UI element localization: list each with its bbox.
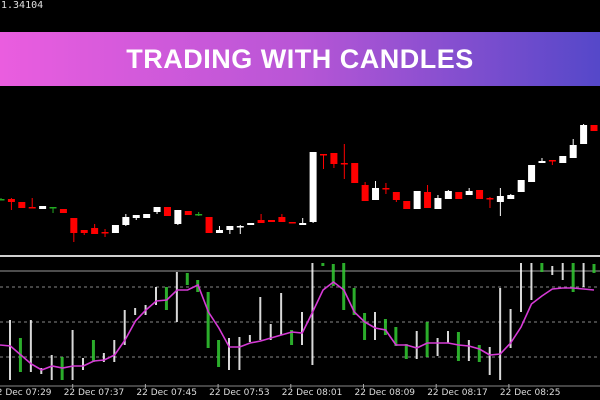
candle-body <box>80 230 88 233</box>
candle-body <box>70 218 78 233</box>
candle-body <box>538 161 546 163</box>
candle-body <box>424 192 432 208</box>
candle-body <box>143 214 151 218</box>
candle-body <box>444 191 452 199</box>
candle-body <box>267 220 275 222</box>
candle-body <box>569 145 577 158</box>
candle-body <box>361 185 369 201</box>
candle-body <box>0 199 5 201</box>
candle-body <box>59 209 67 213</box>
candle-body <box>278 217 286 222</box>
candle-body <box>49 207 57 209</box>
candle-body <box>517 180 525 192</box>
candle-body <box>486 198 494 200</box>
candle-body <box>122 217 130 225</box>
candle-body <box>288 222 296 224</box>
candle-body <box>101 232 109 234</box>
candle-body <box>392 192 400 200</box>
candle-body <box>226 226 234 230</box>
candle-body <box>476 190 484 199</box>
candle-body <box>195 214 203 216</box>
x-tick-label: 22 Dec 08:17 <box>427 388 488 398</box>
candle-body <box>153 207 161 212</box>
candle-body <box>465 191 473 195</box>
x-tick-label: 22 Dec 07:53 <box>209 388 270 398</box>
x-tick-label: 22 Dec 08:09 <box>354 388 416 398</box>
candle-body <box>111 225 119 233</box>
candle-body <box>382 188 390 190</box>
candle-body <box>372 188 380 200</box>
candle-body <box>413 191 421 209</box>
candle-body <box>330 153 338 164</box>
x-tick-label: 22 Dec 08:25 <box>499 388 561 398</box>
candle-body <box>496 196 504 202</box>
x-tick-label: 22 Dec 07:45 <box>136 388 197 398</box>
candle-body <box>205 217 213 233</box>
candle-body <box>340 163 348 165</box>
candle-body <box>257 220 265 223</box>
candle-body <box>309 152 317 222</box>
candle-body <box>174 210 182 224</box>
price-label: 1.34104 <box>1 0 44 11</box>
candle-body <box>91 228 99 234</box>
candle-body <box>184 211 192 215</box>
x-tick-label: 22 Dec 07:37 <box>63 388 125 398</box>
candle-body <box>590 125 598 131</box>
candle-body <box>351 163 359 183</box>
candle-body <box>18 202 26 208</box>
candle-body <box>548 160 556 162</box>
candle-body <box>580 125 588 144</box>
title-banner: TRADING WITH CANDLES <box>0 32 600 86</box>
candle-body <box>236 226 244 228</box>
candle-body <box>559 156 567 163</box>
candle-body <box>132 215 140 218</box>
candle-body <box>528 165 536 182</box>
candle-body <box>39 206 47 209</box>
candle-body <box>215 230 223 233</box>
candle-body <box>434 198 442 209</box>
candle-body <box>403 201 411 209</box>
x-tick-label: 22 Dec 08:01 <box>281 388 343 398</box>
x-tick-label: 22 Dec 07:29 <box>0 388 52 398</box>
candle-body <box>247 223 255 225</box>
candle-body <box>320 154 328 156</box>
candle-body <box>455 192 463 199</box>
candle-body <box>7 199 15 202</box>
candle-body <box>507 195 515 199</box>
candle-body <box>28 207 36 209</box>
banner-title: TRADING WITH CANDLES <box>126 43 474 74</box>
candle-body <box>163 207 171 216</box>
candle-body <box>299 223 307 225</box>
indicator-line <box>0 280 595 371</box>
